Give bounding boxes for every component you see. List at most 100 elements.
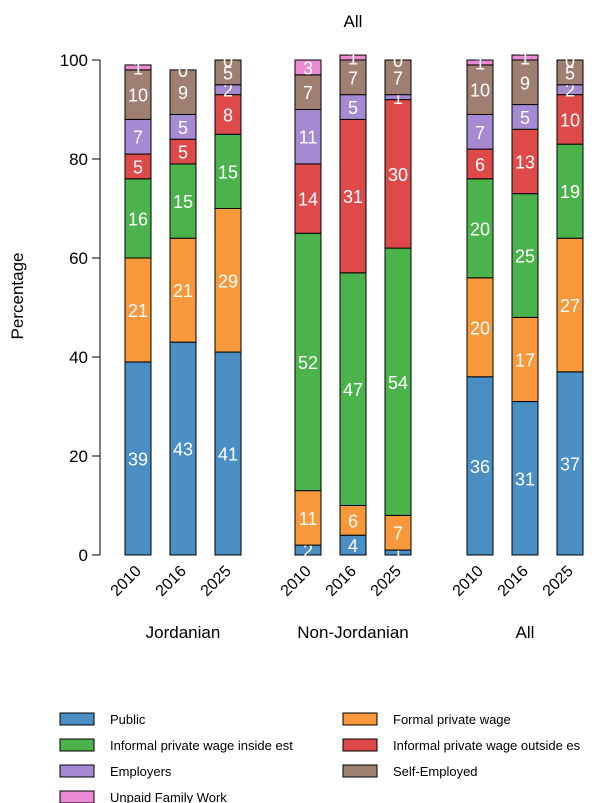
data-label: 2: [565, 81, 575, 101]
data-label: 10: [560, 110, 580, 130]
x-tick-label: 2016: [153, 563, 190, 600]
bar-segment: [124, 361, 152, 556]
data-label: 5: [565, 63, 575, 83]
data-label: 2: [303, 541, 313, 561]
data-label: 5: [223, 63, 233, 83]
chart-title: All: [344, 12, 363, 31]
data-label: 1: [133, 58, 143, 78]
bar-segment: [169, 237, 197, 343]
bars: 3921165710143211555904129158250211521411…: [124, 49, 584, 564]
data-label: 15: [173, 192, 193, 212]
bar-segment: [294, 109, 322, 165]
data-label: 21: [128, 301, 148, 321]
legend-swatch: [342, 764, 378, 778]
legend-label: Self-Employed: [393, 764, 478, 779]
bar-segment: [339, 59, 367, 96]
bar-segment: [556, 94, 584, 145]
data-label: 7: [133, 128, 143, 148]
bar-segment: [511, 59, 539, 106]
data-label: 15: [218, 162, 238, 182]
bar-segment: [124, 178, 152, 259]
data-label: 43: [173, 440, 193, 460]
data-label: 27: [560, 296, 580, 316]
data-label: 39: [128, 449, 148, 469]
bar-segment: [124, 257, 152, 363]
data-label: 31: [515, 469, 535, 489]
data-label: 30: [388, 165, 408, 185]
data-label: 3: [303, 58, 313, 78]
data-label: 31: [343, 187, 363, 207]
bar-segment: [466, 376, 494, 556]
data-label: 7: [303, 83, 313, 103]
x-tick-label: 2016: [495, 563, 532, 600]
bar-segment: [466, 148, 494, 180]
data-label: 0: [565, 51, 575, 71]
data-label: 1: [348, 49, 358, 69]
bar-segment: [169, 113, 197, 140]
y-tick-label: 20: [69, 447, 88, 466]
data-label: 36: [470, 457, 490, 477]
data-label: 20: [470, 219, 490, 239]
data-label: 21: [173, 281, 193, 301]
data-label: 10: [470, 81, 490, 101]
data-label: 7: [393, 524, 403, 544]
data-label: 54: [388, 373, 408, 393]
bar-segment: [556, 371, 584, 556]
data-label: 5: [133, 157, 143, 177]
data-label: 6: [475, 155, 485, 175]
y-tick-label: 0: [79, 546, 88, 565]
data-label: 9: [520, 73, 530, 93]
data-label: 14: [298, 190, 318, 210]
legend: Public Formal private wage Informal privat…: [59, 712, 581, 803]
data-label: 19: [560, 182, 580, 202]
y-tick-label: 100: [60, 51, 88, 70]
bar-segment: [169, 69, 197, 115]
x-tick-label: 2025: [540, 563, 577, 600]
group-label: Jordanian: [146, 623, 221, 642]
bar-segment: [294, 74, 322, 110]
data-label: 9: [178, 83, 188, 103]
bar-segment: [511, 54, 539, 61]
data-label: 20: [470, 318, 490, 338]
legend-swatch: [59, 764, 95, 778]
bar-segment: [214, 133, 242, 209]
data-label: 0: [223, 51, 233, 71]
data-label: 6: [348, 511, 358, 531]
data-label: 7: [393, 68, 403, 88]
bar-segment: [124, 153, 152, 180]
data-label: 11: [299, 128, 318, 148]
data-label: 25: [515, 247, 535, 267]
data-label: 29: [218, 271, 238, 291]
data-label: 13: [515, 152, 535, 172]
data-label: 8: [223, 105, 233, 125]
data-label: 1: [393, 88, 403, 108]
legend-swatch: [59, 790, 95, 803]
y-tick-label: 80: [69, 150, 88, 169]
bar-segment: [339, 505, 367, 536]
data-label: 7: [348, 68, 358, 88]
data-label: 0: [178, 61, 188, 81]
legend-label: Public: [110, 712, 146, 727]
legend-label: Unpaid Family Work: [110, 790, 227, 803]
bar-segment: [124, 69, 152, 120]
bar-segment: [214, 94, 242, 135]
data-label: 17: [515, 350, 535, 370]
data-label: 10: [128, 86, 148, 106]
bar-segment: [511, 104, 539, 130]
bar-segment: [294, 59, 322, 76]
x-tick-label: 2016: [323, 563, 360, 600]
bar-segment: [339, 54, 367, 61]
bar-segment: [169, 138, 197, 165]
x-tick-label: 2025: [198, 563, 235, 600]
bar-segment: [124, 64, 152, 71]
bar-segment: [466, 178, 494, 279]
data-label: 4: [348, 536, 358, 556]
bar-segment: [511, 128, 539, 195]
x-tick-label: 2010: [450, 563, 487, 600]
y-axis-ticks: 0 20 40 60 80 100: [60, 51, 100, 565]
bar-segment: [214, 59, 242, 86]
data-label: 0: [393, 51, 403, 71]
legend-label: Informal private wage inside est: [110, 738, 293, 753]
legend-swatch: [59, 712, 95, 726]
